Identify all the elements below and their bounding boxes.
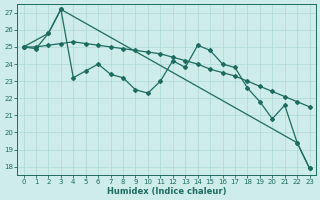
X-axis label: Humidex (Indice chaleur): Humidex (Indice chaleur) xyxy=(107,187,226,196)
